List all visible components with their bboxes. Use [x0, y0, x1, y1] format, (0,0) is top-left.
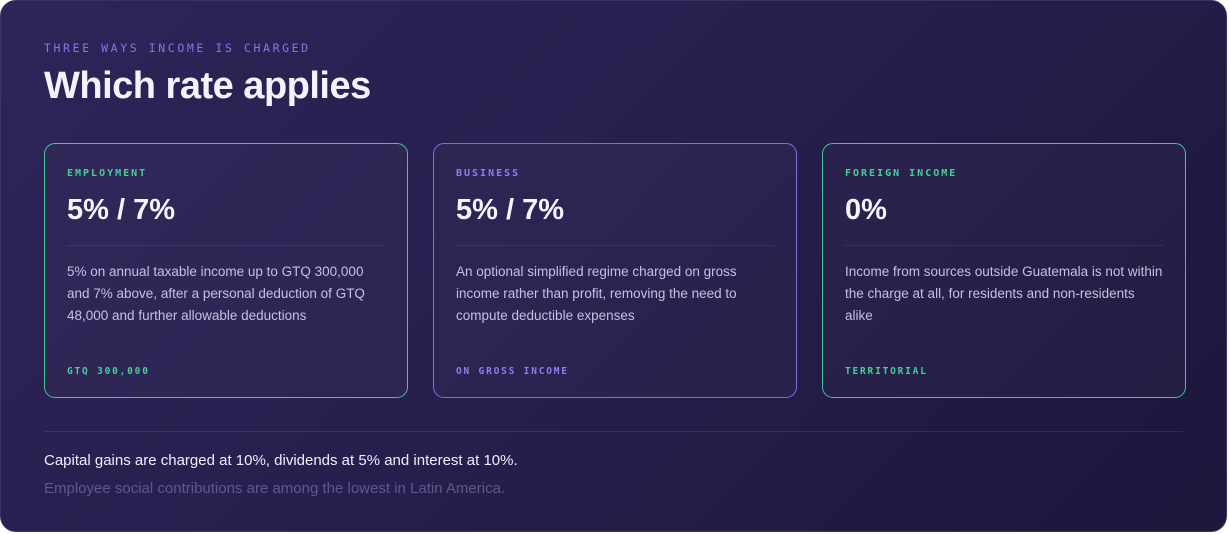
- card-divider: [456, 245, 774, 246]
- card-description: Income from sources outside Guatemala is…: [845, 264, 1163, 323]
- note-capital-gains: Capital gains are charged at 10%, divide…: [44, 452, 518, 469]
- card-business: BUSINESS 5% / 7% An optional simplified …: [433, 143, 797, 398]
- card-rate: 5% / 7%: [456, 194, 564, 226]
- section-divider: [44, 431, 1183, 432]
- section-title: Which rate applies: [44, 65, 371, 107]
- card-rate: 5% / 7%: [67, 194, 175, 226]
- card-description: 5% on annual taxable income up to GTQ 30…: [67, 264, 365, 323]
- card-description: An optional simplified regime charged on…: [456, 264, 737, 323]
- note-social-contributions: Employee social contributions are among …: [44, 480, 506, 497]
- card-label: FOREIGN INCOME: [845, 168, 958, 179]
- section-eyebrow: THREE WAYS INCOME IS CHARGED: [44, 41, 311, 55]
- card-foreign-income: FOREIGN INCOME 0% Income from sources ou…: [822, 143, 1186, 398]
- card-rate: 0%: [845, 194, 887, 226]
- card-divider: [67, 245, 385, 246]
- card-label: EMPLOYMENT: [67, 168, 148, 179]
- card-footer: GTQ 300,000: [67, 366, 150, 377]
- card-footer: TERRITORIAL: [845, 366, 928, 377]
- card-label: BUSINESS: [456, 168, 521, 179]
- card-footer: ON GROSS INCOME: [456, 366, 569, 377]
- card-employment: EMPLOYMENT 5% / 7% 5% on annual taxable …: [44, 143, 408, 398]
- card-divider: [845, 245, 1163, 246]
